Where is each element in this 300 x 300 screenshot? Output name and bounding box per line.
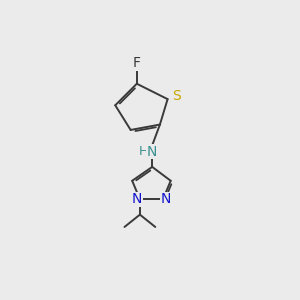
Text: N: N [132,192,142,206]
Text: F: F [133,56,141,70]
Text: N: N [146,145,157,158]
Text: H: H [138,145,148,158]
Text: N: N [161,192,171,206]
Text: S: S [172,89,181,103]
